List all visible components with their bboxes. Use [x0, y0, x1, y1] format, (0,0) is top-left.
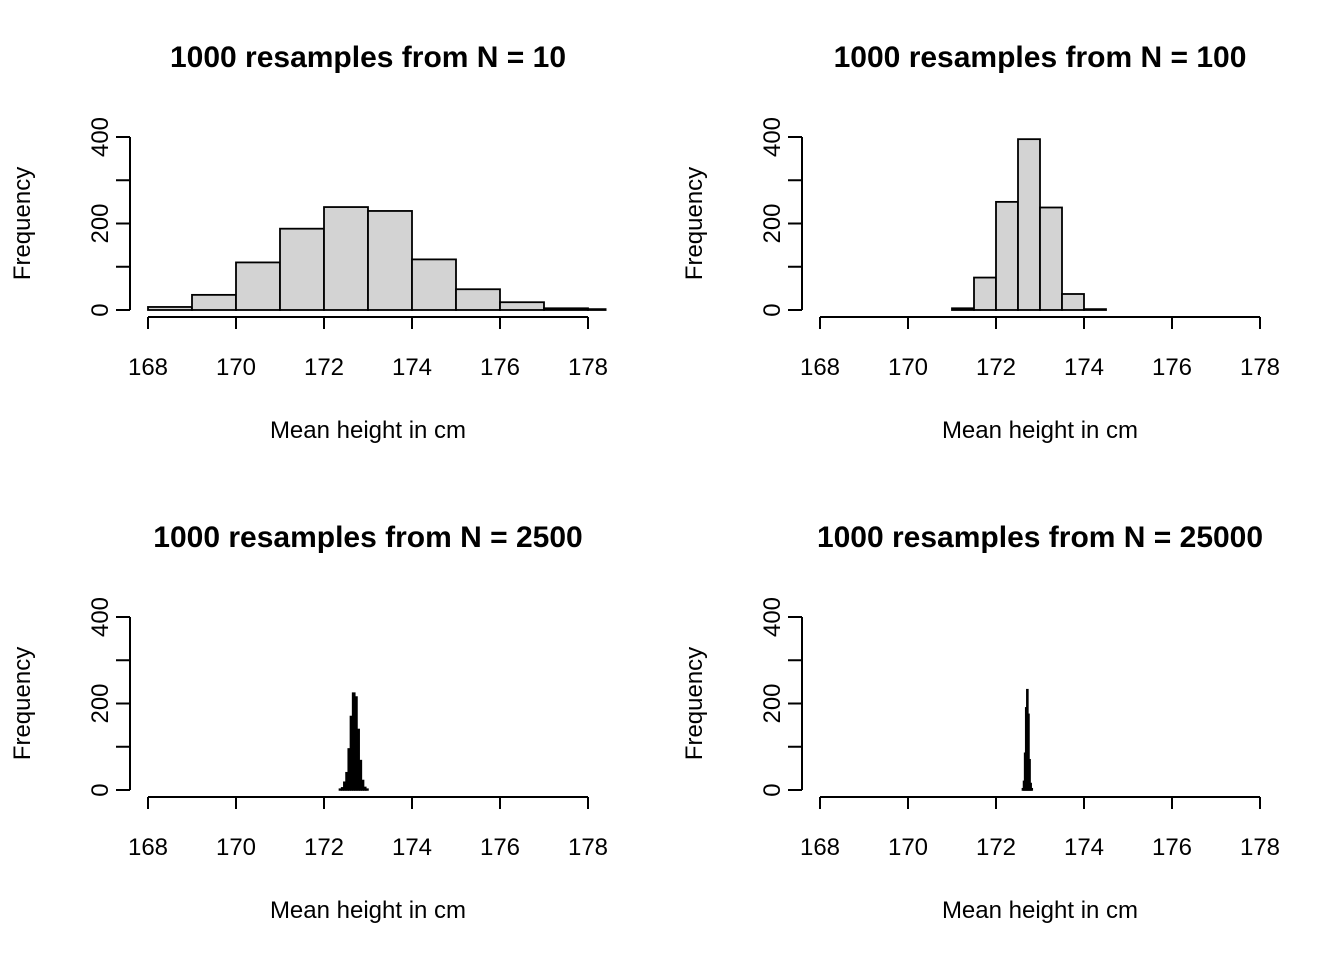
x-tick-label: 174 [1064, 354, 1104, 381]
x-tick-label: 168 [800, 354, 840, 381]
y-tick-label: 0 [759, 783, 786, 796]
x-tick-label: 176 [480, 354, 520, 381]
chart-title: 1000 resamples from N = 25000 [817, 521, 1263, 554]
x-tick-label: 168 [128, 834, 168, 861]
x-tick-label: 168 [128, 354, 168, 381]
x-axis-label: Mean height in cm [270, 417, 466, 444]
x-tick-label: 178 [568, 354, 608, 381]
x-tick-label: 172 [304, 354, 344, 381]
x-tick-label: 176 [1152, 354, 1192, 381]
y-tick-label: 400 [87, 117, 114, 157]
histogram-bar [365, 788, 369, 791]
x-tick-label: 168 [800, 834, 840, 861]
histogram-bar [951, 307, 975, 311]
x-tick-label: 178 [1240, 354, 1280, 381]
histogram-bar [1061, 293, 1085, 311]
histogram-bar [587, 308, 607, 311]
histogram-bar [235, 261, 281, 311]
y-tick-label: 0 [759, 303, 786, 316]
histogram-bar [411, 258, 457, 311]
histogram-bar [1030, 787, 1034, 791]
histogram-bar [543, 307, 589, 311]
histogram-bar [1039, 206, 1063, 311]
y-tick-label: 200 [759, 203, 786, 243]
x-tick-label: 170 [888, 354, 928, 381]
histogram-bar [499, 301, 545, 311]
x-axis-label: Mean height in cm [942, 417, 1138, 444]
histogram-bar [360, 779, 365, 791]
y-tick-label: 0 [87, 303, 114, 316]
x-tick-label: 174 [392, 354, 432, 381]
histogram-bar [1017, 138, 1041, 311]
x-tick-label: 172 [304, 834, 344, 861]
histogram-bar [147, 306, 193, 311]
histogram-bar [356, 728, 360, 791]
histogram-panel: 1000 resamples from N = 10 168 170 172 174 17… [9, 41, 608, 444]
x-tick-label: 172 [976, 834, 1016, 861]
x-tick-label: 178 [1240, 834, 1280, 861]
x-axis-label: Mean height in cm [270, 897, 466, 924]
x-axis-label: Mean height in cm [942, 897, 1138, 924]
x-tick-label: 176 [1152, 834, 1192, 861]
x-tick-label: 178 [568, 834, 608, 861]
chart-title: 1000 resamples from N = 2500 [153, 521, 582, 554]
y-tick-label: 0 [87, 783, 114, 796]
histogram-bar [358, 759, 363, 791]
histogram-panel: 1000 resamples from N = 100 168 170 172 174 1… [681, 41, 1280, 444]
y-tick-label: 200 [759, 683, 786, 723]
y-tick-label: 400 [759, 597, 786, 637]
histogram-bar [323, 206, 369, 311]
x-tick-label: 170 [216, 354, 256, 381]
y-axis-label: Frequency [9, 647, 36, 760]
y-tick-label: 200 [87, 203, 114, 243]
y-tick-label: 200 [87, 683, 114, 723]
histogram-bar [367, 210, 413, 311]
y-axis-label: Frequency [681, 167, 708, 280]
y-tick-label: 400 [759, 117, 786, 157]
histogram-bar [455, 288, 501, 311]
histogram-bar [995, 200, 1019, 311]
x-tick-label: 170 [216, 834, 256, 861]
histogram-bar [973, 276, 997, 311]
y-axis-label: Frequency [9, 167, 36, 280]
histogram-bar [191, 293, 237, 311]
x-tick-label: 174 [392, 834, 432, 861]
x-tick-label: 176 [480, 834, 520, 861]
histogram-panel: 1000 resamples from N = 2500 168 170 172 174… [9, 521, 608, 924]
chart-title: 1000 resamples from N = 100 [834, 41, 1247, 74]
x-tick-label: 172 [976, 354, 1016, 381]
x-tick-label: 174 [1064, 834, 1104, 861]
y-tick-label: 400 [87, 597, 114, 637]
histogram-bar [1083, 308, 1107, 311]
chart-title: 1000 resamples from N = 10 [170, 41, 566, 74]
histogram-panel: 1000 resamples from N = 25000 168 170 172 17… [681, 521, 1280, 924]
x-tick-label: 170 [888, 834, 928, 861]
histogram-bar [279, 227, 325, 311]
y-axis-label: Frequency [681, 647, 708, 760]
